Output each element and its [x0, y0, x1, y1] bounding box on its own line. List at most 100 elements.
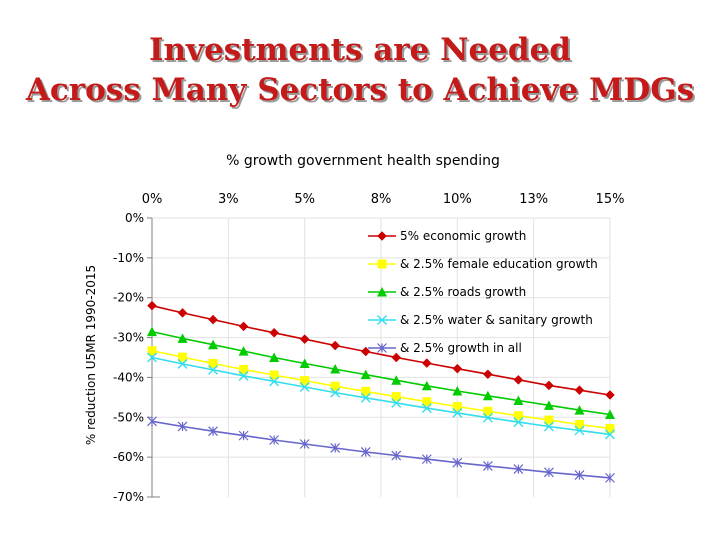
legend-label: & 2.5% roads growth: [400, 285, 526, 299]
data-point: [208, 364, 219, 375]
data-point: [269, 327, 279, 338]
data-point: [574, 470, 585, 481]
data-point: [391, 375, 402, 385]
data-point: [574, 419, 584, 429]
series-line: [151, 356, 611, 436]
data-point: [513, 395, 524, 406]
x-tick-label: 10%: [443, 192, 472, 207]
data-point: [513, 464, 524, 475]
legend-label: & 2.5% growth in all: [400, 341, 522, 355]
x-tick-label: 13%: [519, 192, 548, 207]
data-point: [605, 472, 615, 483]
legend-entry: & 2.5% female education growth: [368, 257, 598, 271]
data-point: [421, 358, 432, 368]
data-point: [422, 397, 432, 407]
series-1: [147, 300, 615, 400]
y-tick-label: -40%: [113, 370, 144, 384]
data-point: [452, 363, 463, 374]
legend-label: 5% economic growth: [400, 229, 526, 243]
legend-marker: [377, 343, 387, 353]
series-line: [151, 330, 611, 416]
legend-entry: & 2.5% roads growth: [368, 285, 526, 299]
data-point: [208, 314, 218, 325]
series-line: [151, 420, 611, 479]
data-point: [238, 430, 249, 441]
data-point: [483, 369, 493, 380]
data-point: [574, 425, 585, 436]
x-tick-label: 8%: [371, 192, 392, 207]
data-point: [360, 346, 371, 357]
series-2: [147, 346, 615, 433]
data-point: [238, 346, 249, 356]
data-point: [391, 450, 402, 461]
y-tick-label: -20%: [113, 291, 144, 305]
data-point: [360, 447, 371, 457]
data-point: [300, 376, 310, 386]
data-point: [513, 411, 523, 421]
data-point: [330, 340, 341, 351]
data-point: [483, 406, 493, 416]
data-point: [147, 416, 157, 427]
data-point: [452, 457, 463, 468]
slide-title-line-1: Investments are Needed: [149, 32, 571, 68]
data-point: [299, 439, 310, 449]
data-point: [299, 334, 310, 345]
y-tick-label: -60%: [113, 450, 144, 464]
data-point: [513, 417, 524, 428]
data-point: [330, 443, 341, 453]
series-4: [147, 352, 615, 440]
data-point: [452, 385, 463, 396]
data-point: [482, 412, 493, 423]
data-point: [177, 333, 188, 343]
data-point: [269, 435, 280, 445]
data-point: [269, 376, 280, 387]
data-point: [330, 381, 340, 391]
legend-entry: & 2.5% water & sanitary growth: [368, 313, 593, 327]
data-point: [361, 386, 371, 396]
series-5: [147, 416, 615, 483]
data-point: [452, 407, 463, 418]
y-tick-label: 0%: [125, 211, 144, 225]
legend-marker: [377, 259, 387, 269]
data-point: [147, 352, 157, 363]
legend-label: & 2.5% female education growth: [400, 257, 598, 271]
data-point: [605, 423, 615, 433]
data-point: [574, 405, 585, 415]
y-tick-label: -30%: [113, 331, 144, 345]
series-line: [151, 349, 611, 430]
data-point: [238, 321, 249, 332]
data-point: [330, 387, 341, 398]
legend-marker: [377, 231, 387, 241]
data-point: [147, 346, 157, 356]
y-tick-label: -70%: [113, 490, 144, 504]
slide-title-line-2: Across Many Sectors to Achieve MDGs: [25, 72, 695, 108]
x-tick-label: 0%: [142, 192, 163, 207]
data-point: [605, 409, 615, 419]
data-point: [269, 370, 279, 380]
legend-entry: & 2.5% growth in all: [368, 341, 522, 355]
data-point: [299, 358, 310, 368]
data-point: [482, 390, 493, 401]
x-tick-label: 3%: [218, 192, 239, 207]
data-point: [299, 381, 310, 392]
y-axis-label: % reduction U5MR 1990-2015: [84, 265, 98, 445]
data-point: [391, 392, 401, 402]
data-point: [208, 339, 219, 350]
x-tick-label: 5%: [294, 192, 315, 207]
data-point: [452, 402, 462, 412]
data-point: [421, 380, 432, 391]
data-point: [391, 397, 402, 408]
data-point: [421, 403, 432, 414]
data-point: [391, 352, 402, 363]
legend-label: & 2.5% water & sanitary growth: [400, 313, 593, 327]
data-point: [421, 454, 432, 465]
data-point: [238, 370, 249, 381]
data-point: [482, 460, 493, 471]
data-point: [147, 326, 157, 337]
data-point: [177, 308, 188, 318]
legend-marker: [377, 287, 387, 297]
data-point: [147, 300, 157, 311]
data-point: [543, 421, 554, 432]
x-tick-label: 15%: [596, 192, 625, 207]
data-point: [178, 352, 188, 362]
